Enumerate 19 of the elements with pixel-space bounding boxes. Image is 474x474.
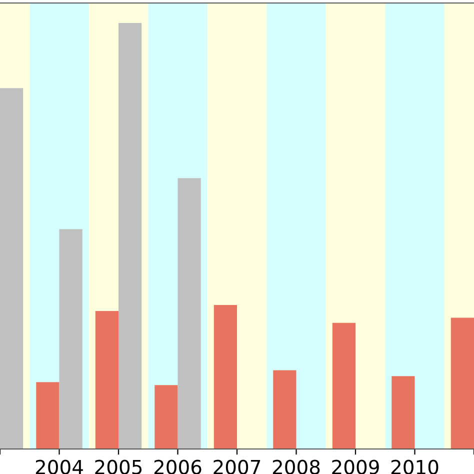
bar [450,318,474,449]
bar [59,229,82,449]
bar [95,310,118,449]
x-tick-label: 2009 [332,460,379,474]
x-tick-label: 2007 [214,460,260,474]
bar [178,178,201,449]
x-tick-label: 2008 [272,460,320,474]
bar [214,305,237,449]
bar [36,382,60,449]
bar [118,23,142,449]
bar [154,385,178,449]
bar [332,322,356,449]
bar [273,370,296,449]
bar [392,376,415,449]
x-tick-label: 2010 [391,460,438,474]
x-tick-label: 2006 [154,460,202,474]
x-tick-label: 2005 [95,460,142,474]
x-tick-label: 2004 [36,460,83,474]
bar [0,88,24,449]
